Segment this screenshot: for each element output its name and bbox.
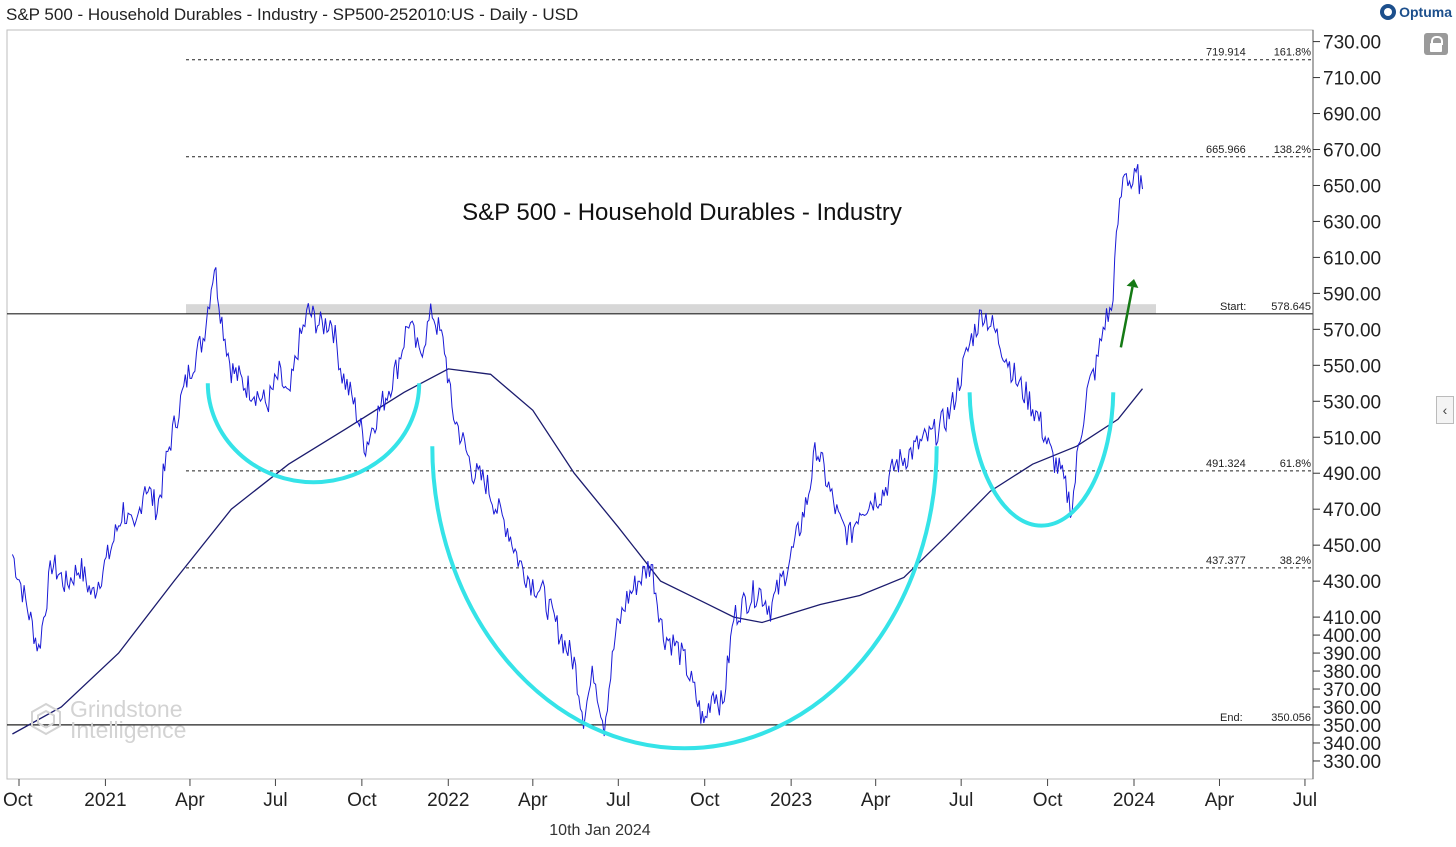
chart-title: S&P 500 - Household Durables - Industry xyxy=(462,199,902,226)
x-tick-label: Oct xyxy=(3,790,33,811)
brand: Optuma xyxy=(1380,4,1452,20)
y-tick-label: 630.00 xyxy=(1323,212,1381,233)
level-label: End: xyxy=(1220,712,1243,724)
price-line xyxy=(11,163,1143,737)
arrow-head xyxy=(1126,279,1139,288)
y-tick-label: 330.00 xyxy=(1323,752,1381,773)
level-value: 350.056 xyxy=(1271,712,1311,724)
y-tick-label: 530.00 xyxy=(1323,392,1381,413)
y-tick-label: 510.00 xyxy=(1323,428,1381,449)
x-tick-label: 2022 xyxy=(427,790,469,811)
y-tick-label: 350.00 xyxy=(1323,716,1381,737)
x-tick-label: 2024 xyxy=(1113,790,1156,811)
y-tick-label: 410.00 xyxy=(1323,608,1381,629)
level-label: Start: xyxy=(1220,301,1246,313)
x-tick-label: Apr xyxy=(175,790,205,811)
y-tick-label: 450.00 xyxy=(1323,536,1381,557)
x-tick-label: Jul xyxy=(263,790,287,811)
y-tick-label: 550.00 xyxy=(1323,356,1381,377)
level-pct: 161.8% xyxy=(1274,47,1312,59)
fibonacci-levels: 719.914 161.8% 665.966 138.2% Start: 578.645 4… xyxy=(7,47,1313,726)
chart-header: S&P 500 - Household Durables - Industry … xyxy=(6,5,579,24)
level-pct: 61.8% xyxy=(1280,458,1311,470)
y-tick-label: 670.00 xyxy=(1323,141,1381,162)
chevron-left-icon[interactable]: ‹ xyxy=(1436,396,1454,424)
pattern-annotations xyxy=(205,279,1139,751)
x-tick-label: Oct xyxy=(1033,790,1063,811)
watermark-line1: Grindstone xyxy=(70,696,183,722)
cup-arc xyxy=(967,392,1116,528)
x-tick-label: Oct xyxy=(347,790,377,811)
y-tick-label: 650.00 xyxy=(1323,176,1381,197)
lock-icon[interactable] xyxy=(1424,33,1448,55)
level-value: 719.914 xyxy=(1206,47,1246,59)
y-tick-label: 490.00 xyxy=(1323,464,1381,485)
y-tick-label: 470.00 xyxy=(1323,500,1381,521)
ma-line xyxy=(12,368,1144,735)
y-tick-label: 400.00 xyxy=(1323,626,1381,647)
y-tick-label: 610.00 xyxy=(1323,248,1381,269)
watermark-line2: Intelligence xyxy=(70,717,187,743)
y-tick-label: 430.00 xyxy=(1323,572,1381,593)
x-tick-label: Jul xyxy=(606,790,630,811)
level-value: 437.377 xyxy=(1206,555,1246,567)
x-tick-label: Oct xyxy=(690,790,720,811)
x-tick-label: Apr xyxy=(1205,790,1235,811)
y-tick-label: 570.00 xyxy=(1323,320,1381,341)
y-tick-label: 390.00 xyxy=(1323,644,1381,665)
level-pct: 138.2% xyxy=(1274,144,1312,156)
y-tick-label: 730.00 xyxy=(1323,33,1381,54)
x-tick-label: Jul xyxy=(949,790,973,811)
x-tick-label: Apr xyxy=(518,790,548,811)
y-tick-label: 340.00 xyxy=(1323,734,1381,755)
y-tick-label: 370.00 xyxy=(1323,680,1381,701)
y-tick-label: 710.00 xyxy=(1323,69,1381,90)
cup-arc xyxy=(430,446,939,751)
optuma-logo-icon xyxy=(1380,4,1397,20)
resistance-band xyxy=(186,304,1156,314)
x-tick-label: 2023 xyxy=(770,790,812,811)
level-value: 578.645 xyxy=(1271,301,1311,313)
y-tick-label: 690.00 xyxy=(1323,105,1381,126)
footer-date: 10th Jan 2024 xyxy=(549,822,651,839)
x-tick-label: Jul xyxy=(1293,790,1317,811)
x-tick-label: Apr xyxy=(861,790,891,811)
y-axis: 730.00 710.00 690.00 670.00 650.00 630.00 610.… xyxy=(1312,30,1381,779)
x-axis: Oct 2021 Apr Jul Oct 2022 Apr Jul Oct 2023 Apr Jul O… xyxy=(3,779,1317,811)
brand-label: Optuma xyxy=(1399,4,1452,20)
y-tick-label: 380.00 xyxy=(1323,662,1381,683)
x-tick-label: 2021 xyxy=(84,790,126,811)
moving-average xyxy=(12,368,1144,735)
cup-arc xyxy=(205,383,422,485)
grindstone-logo-icon xyxy=(31,702,61,736)
y-tick-label: 360.00 xyxy=(1323,698,1381,719)
level-value: 665.966 xyxy=(1206,144,1246,156)
level-pct: 38.2% xyxy=(1280,555,1311,567)
price-series xyxy=(11,163,1143,737)
plot-frame xyxy=(6,29,1314,780)
breakout-arrow xyxy=(1119,286,1134,348)
level-value: 491.324 xyxy=(1206,458,1246,470)
y-tick-label: 590.00 xyxy=(1323,284,1381,305)
